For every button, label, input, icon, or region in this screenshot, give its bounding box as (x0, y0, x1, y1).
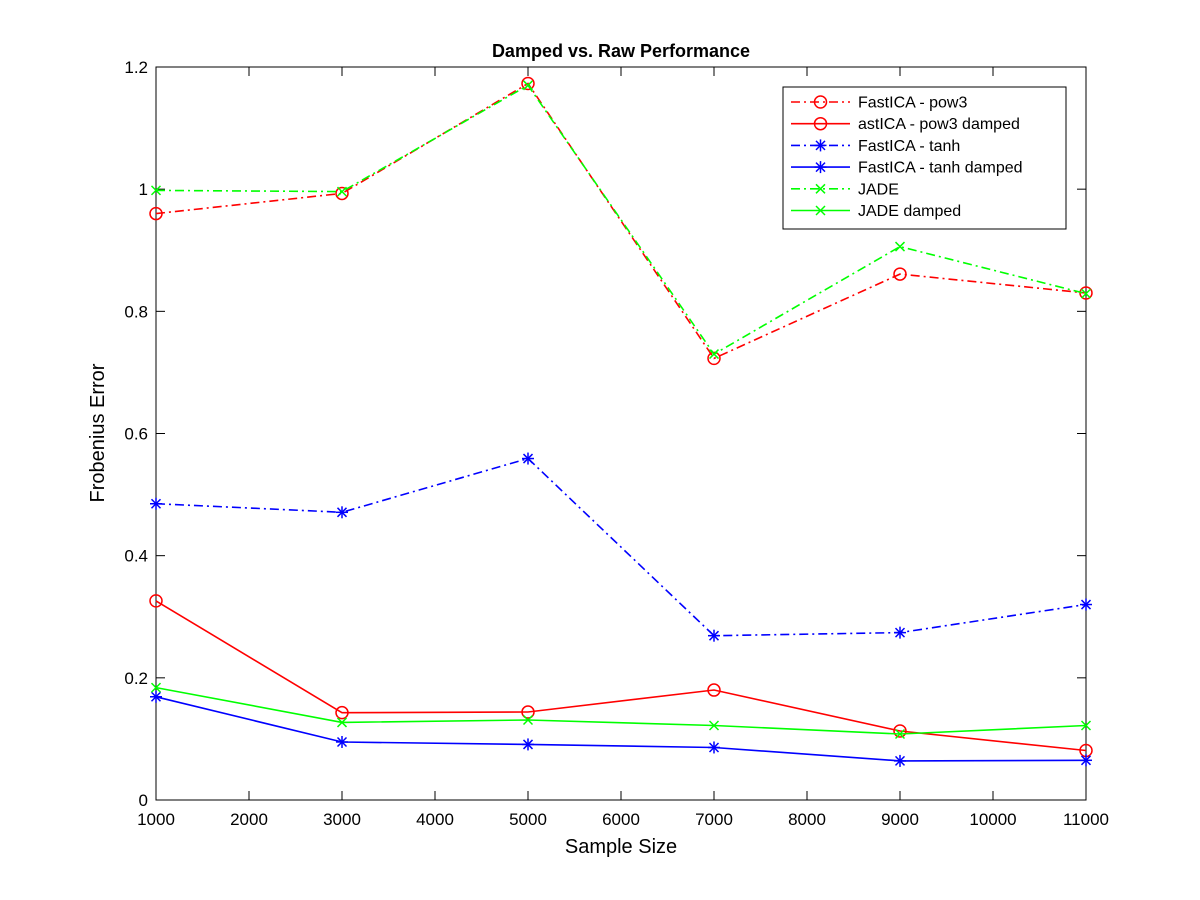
legend-marker (815, 183, 826, 194)
data-point (522, 738, 534, 751)
data-point (894, 241, 906, 252)
legend-item: FastICA - tanh (791, 138, 960, 155)
legend-label: FastICA - tanh (858, 138, 960, 155)
data-point (1080, 288, 1092, 299)
y-tick-label: 0.6 (124, 425, 148, 444)
legend-marker (814, 139, 827, 152)
x-tick-label: 6000 (602, 810, 640, 829)
data-point (149, 594, 163, 608)
data-point (708, 720, 720, 731)
data-point (522, 452, 534, 465)
legend-label: JADE damped (858, 203, 961, 220)
data-point (335, 705, 349, 720)
x-tick-label: 2000 (230, 810, 268, 829)
legend-item: FastICA - tanh damped (791, 160, 1023, 177)
y-tick-label: 0 (139, 791, 148, 810)
legend-box (782, 86, 1067, 230)
x-tick-label: 3000 (323, 810, 361, 829)
data-point (335, 186, 349, 201)
legend-item: FastICA - pow3 (791, 95, 967, 112)
y-tick-label: 0.8 (124, 302, 148, 321)
y-tick-label: 1.2 (124, 58, 148, 77)
series-5 (150, 682, 1092, 740)
legend-label: FastICA - tanh damped (858, 160, 1023, 177)
data-point (893, 267, 907, 281)
series-4 (150, 80, 1092, 360)
series-line (155, 696, 1087, 762)
y-tick-label: 1 (139, 180, 148, 199)
data-point (894, 626, 906, 639)
data-point (150, 690, 162, 703)
legend-label: astICA - pow3 damped (858, 116, 1020, 133)
data-point (150, 497, 162, 510)
data-point (893, 724, 907, 738)
x-tick-label: 8000 (788, 810, 826, 829)
data-point (149, 206, 163, 221)
data-point (708, 349, 720, 360)
data-point (521, 76, 535, 91)
data-point (708, 741, 720, 754)
chart-title: Damped vs. Raw Performance (492, 41, 750, 61)
legend-item: astICA - pow3 damped (791, 116, 1020, 133)
legend-item: JADE damped (791, 203, 961, 220)
data-point (894, 754, 906, 767)
legend-label: JADE (858, 181, 899, 198)
series-line (155, 84, 1087, 356)
series-2 (150, 452, 1092, 642)
series-line (155, 457, 1087, 637)
series-1 (149, 594, 1093, 758)
y-tick-label: 0.2 (124, 669, 148, 688)
data-point (521, 705, 535, 719)
x-tick-label: 9000 (881, 810, 919, 829)
data-point (1080, 720, 1092, 731)
data-point (707, 351, 721, 366)
data-point (707, 683, 721, 697)
x-tick-label: 4000 (416, 810, 454, 829)
series-layer (149, 76, 1093, 767)
series-3 (150, 690, 1092, 767)
legend-marker (813, 95, 828, 109)
legend-item: JADE (791, 181, 899, 198)
data-point (336, 506, 348, 519)
x-tick-label: 7000 (695, 810, 733, 829)
x-axis-label: Sample Size (565, 836, 677, 858)
data-point (336, 717, 348, 728)
x-tick-label: 1000 (137, 810, 175, 829)
series-line (155, 600, 1087, 752)
legend-marker (815, 205, 826, 216)
y-axis-label: Frobenius Error (87, 363, 109, 502)
y-axis: 0 0.2 0.4 0.6 0.8 1 1.2 (124, 58, 1086, 810)
data-point (522, 80, 534, 91)
y-tick-label: 0.4 (124, 547, 148, 566)
legend-label: FastICA - pow3 (858, 95, 967, 112)
legend-marker (814, 161, 827, 174)
data-point (708, 629, 720, 642)
data-point (1079, 286, 1093, 300)
series-line (155, 82, 1087, 360)
x-axis: 1000 2000 3000 4000 5000 6000 7000 8000 9000 1000… (137, 67, 1109, 829)
data-point (894, 728, 906, 740)
data-point (150, 682, 162, 693)
legend: FastICA - pow3 astICA - pow3 damped FastIC… (782, 86, 1067, 230)
data-point (522, 714, 534, 726)
x-tick-label: 5000 (509, 810, 547, 829)
series-line (155, 686, 1087, 735)
data-point (1080, 598, 1092, 611)
data-point (336, 735, 348, 748)
x-tick-label: 11000 (1063, 810, 1109, 829)
x-tick-label: 10000 (969, 810, 1016, 829)
legend-marker (813, 116, 828, 131)
data-point (336, 186, 348, 197)
data-point (150, 185, 162, 196)
data-point (1080, 754, 1092, 767)
series-0 (149, 76, 1093, 366)
